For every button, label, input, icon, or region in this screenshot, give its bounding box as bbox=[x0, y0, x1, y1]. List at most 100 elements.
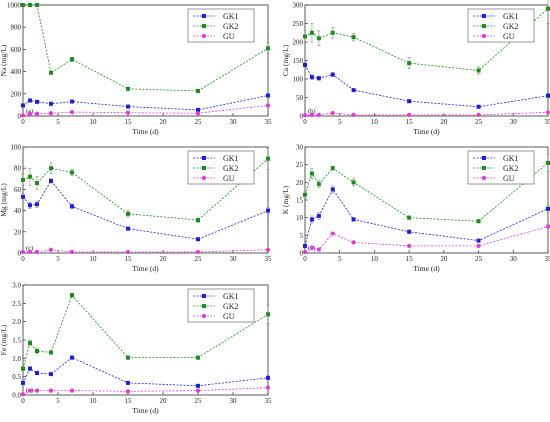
data-point bbox=[69, 110, 75, 115]
data-point bbox=[476, 104, 481, 109]
data-point bbox=[316, 182, 321, 187]
series-line bbox=[22, 180, 269, 240]
series-gk1 bbox=[303, 62, 550, 109]
series-gk2 bbox=[303, 153, 550, 224]
x-tick-label: 25 bbox=[195, 118, 203, 126]
series-line bbox=[304, 64, 549, 108]
data-point bbox=[266, 93, 270, 98]
x-tick-label: 15 bbox=[406, 118, 414, 126]
data-point bbox=[309, 217, 314, 222]
x-tick-label: 30 bbox=[230, 397, 238, 405]
data-point bbox=[125, 110, 131, 115]
x-tick-label: 10 bbox=[90, 397, 98, 405]
x-tick-label: 35 bbox=[265, 397, 273, 405]
legend-label: GK2 bbox=[503, 22, 519, 31]
data-point bbox=[545, 110, 550, 115]
data-point bbox=[195, 388, 201, 393]
data-point bbox=[266, 375, 270, 380]
data-point bbox=[266, 156, 270, 161]
data-point bbox=[70, 355, 74, 360]
x-tick-label: 5 bbox=[56, 397, 60, 405]
y-tick-label: 60 bbox=[14, 186, 22, 194]
data-point bbox=[35, 181, 39, 186]
data-point bbox=[476, 68, 481, 73]
series-line bbox=[22, 158, 269, 221]
data-point bbox=[48, 388, 54, 393]
data-point bbox=[20, 249, 26, 255]
legend-marker bbox=[202, 14, 206, 18]
data-point bbox=[34, 111, 40, 116]
y-tick-label: 2.0 bbox=[12, 318, 21, 326]
panel-label: (c) bbox=[26, 245, 33, 252]
data-point bbox=[28, 366, 32, 371]
x-tick-label: 20 bbox=[160, 255, 168, 263]
data-point bbox=[303, 192, 307, 197]
data-point bbox=[351, 88, 356, 93]
y-tick-label: 600 bbox=[11, 46, 22, 54]
chart-panel-e: 0 5 10 15 20 25 30 35 0.0 0.5 1.0 1.5 2.0 2.5 3.0 Time … bbox=[0, 282, 272, 416]
data-point bbox=[546, 93, 550, 98]
data-point bbox=[69, 388, 75, 393]
legend-label: GK2 bbox=[223, 22, 239, 31]
data-point bbox=[126, 226, 130, 231]
data-point bbox=[27, 111, 33, 116]
legend-marker bbox=[201, 33, 207, 39]
x-tick-label: 15 bbox=[125, 397, 133, 405]
y-tick-label: 10 bbox=[296, 214, 304, 222]
x-tick-label: 20 bbox=[160, 118, 168, 126]
legend-marker bbox=[202, 294, 206, 298]
data-point bbox=[70, 57, 74, 62]
x-axis-label: Time (d) bbox=[132, 406, 159, 415]
legend-label: GU bbox=[223, 312, 235, 321]
data-point bbox=[196, 218, 200, 223]
data-point bbox=[476, 219, 481, 224]
data-point bbox=[196, 237, 200, 242]
chart-panel-d: 0 5 10 15 20 25 30 35 0 5 10 15 20 25 30 Time (d) K (mg/… bbox=[281, 144, 550, 273]
data-point bbox=[27, 388, 33, 393]
y-tick-label: 0 bbox=[18, 250, 22, 258]
series-gu bbox=[20, 247, 271, 255]
data-point bbox=[27, 249, 33, 255]
chart-panel-c: 0 5 10 15 20 25 30 35 0 20 40 60 80 100 Time (d) Mg (mg… bbox=[0, 144, 272, 274]
data-point bbox=[316, 36, 321, 41]
legend-label: GU bbox=[503, 32, 515, 41]
data-point bbox=[28, 98, 32, 103]
x-tick-label: 0 bbox=[21, 118, 25, 126]
legend-marker bbox=[202, 166, 206, 170]
x-axis-label: Time (d) bbox=[413, 127, 440, 136]
x-tick-label: 30 bbox=[230, 118, 238, 126]
data-point bbox=[21, 3, 25, 7]
series-line bbox=[22, 357, 269, 387]
legend-marker bbox=[201, 175, 207, 181]
data-point bbox=[266, 46, 270, 51]
x-axis-label: Time (d) bbox=[132, 264, 159, 273]
series-gk1 bbox=[303, 185, 550, 248]
y-tick-label: 200 bbox=[11, 90, 22, 98]
y-tick-label: 150 bbox=[293, 57, 304, 65]
data-point bbox=[49, 166, 53, 171]
legend-marker bbox=[202, 24, 206, 28]
legend-label: GK2 bbox=[223, 302, 239, 311]
legend-box bbox=[187, 150, 255, 185]
x-tick-label: 30 bbox=[510, 255, 518, 263]
data-point bbox=[21, 103, 25, 108]
data-point bbox=[126, 211, 130, 216]
series-line bbox=[304, 8, 549, 71]
data-point bbox=[35, 371, 39, 375]
x-tick-label: 0 bbox=[21, 255, 25, 263]
data-point bbox=[476, 112, 481, 117]
x-tick-label: 5 bbox=[338, 118, 342, 126]
data-point bbox=[49, 101, 53, 106]
x-tick-label: 15 bbox=[125, 118, 133, 126]
data-point bbox=[309, 245, 315, 250]
x-tick-label: 30 bbox=[510, 118, 518, 126]
data-point bbox=[35, 99, 39, 104]
series-gk2 bbox=[21, 3, 270, 94]
legend-label: GK1 bbox=[503, 154, 519, 163]
x-tick-label: 0 bbox=[21, 397, 25, 405]
legend-marker bbox=[202, 304, 206, 308]
y-axis-label: Na (mg/L) bbox=[0, 44, 8, 76]
data-point bbox=[407, 112, 412, 117]
